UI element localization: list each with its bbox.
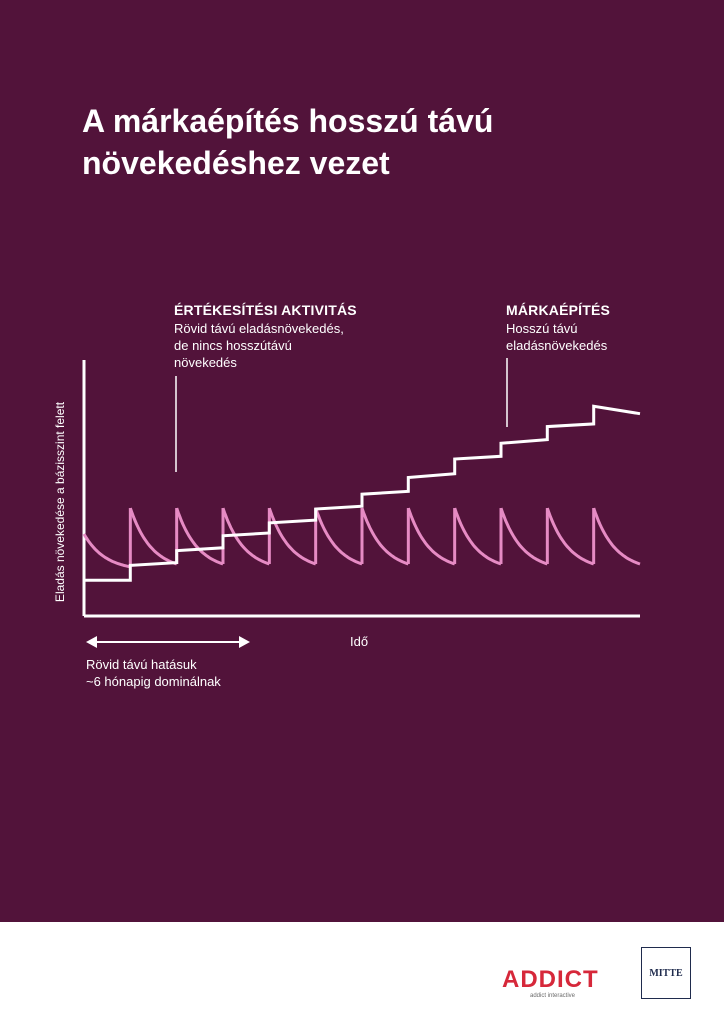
page-title: A márkaépítés hosszú távú növekedéshez v…: [82, 100, 662, 184]
sawtooth-decay-5: [267, 507, 317, 566]
addict-logo-word: ADDICT: [502, 966, 599, 993]
short-term-note-line-1: Rövid távú hatásuk: [86, 657, 197, 672]
sawtooth-decay-4: [221, 507, 270, 566]
sawtooth-decay-11: [545, 507, 595, 566]
sales-activation-line-2: de nincs hosszútávú: [174, 338, 292, 353]
sawtooth-decay-10: [499, 507, 548, 566]
staircase-line: [84, 404, 641, 582]
sawtooth-decay-6: [314, 507, 363, 566]
brand-building-line-2: eladásnövekedés: [506, 338, 608, 353]
background-panel: [0, 0, 724, 922]
sawtooth-decay-2: [128, 507, 178, 566]
mitte-logo: MITTE: [641, 947, 691, 999]
sawtooth-decay-3: [175, 507, 224, 566]
sales-activation-line-3: növekedés: [174, 355, 237, 370]
short-term-arrow-right-head: [239, 636, 250, 648]
addict-logo: ADDICT addict interactive: [502, 968, 610, 1004]
brand-building-heading: MÁRKAÉPÍTÉS: [506, 302, 611, 318]
title-line-2: növekedéshez vezet: [82, 145, 390, 181]
sawtooth-decay-9: [453, 507, 502, 566]
brand-building-annotation: MÁRKAÉPÍTÉS Hosszú távú eladásnövekedés: [506, 302, 610, 354]
chart-svg: [82, 358, 641, 648]
sawtooth-decay-1: [82, 533, 131, 569]
short-term-arrow-left-head: [86, 636, 97, 648]
sawtooth-decay-7: [360, 507, 409, 566]
addict-logo-sub: addict interactive: [530, 993, 576, 999]
short-term-note-line-2: ~6 hónapig dominálnak: [86, 674, 221, 689]
sales-activation-heading: ÉRTÉKESÍTÉSI AKTIVITÁS: [174, 302, 357, 318]
short-term-note: Rövid távú hatásuk ~6 hónapig dominálnak: [86, 656, 221, 690]
x-axis-label: Idő: [350, 634, 369, 649]
sales-activation-annotation: ÉRTÉKESÍTÉSI AKTIVITÁS Rövid távú eladás…: [174, 302, 357, 371]
sales-activation-line-1: Rövid távú eladásnövekedés,: [174, 321, 344, 336]
title-line-1: A márkaépítés hosszú távú: [82, 103, 494, 139]
sawtooth-decay-8: [406, 507, 456, 566]
sawtooth-decay-12: [592, 507, 641, 566]
brand-building-line-1: Hosszú távú: [506, 321, 578, 336]
y-axis-label-text: Eladás növekedése a bázisszint felett: [53, 401, 67, 603]
